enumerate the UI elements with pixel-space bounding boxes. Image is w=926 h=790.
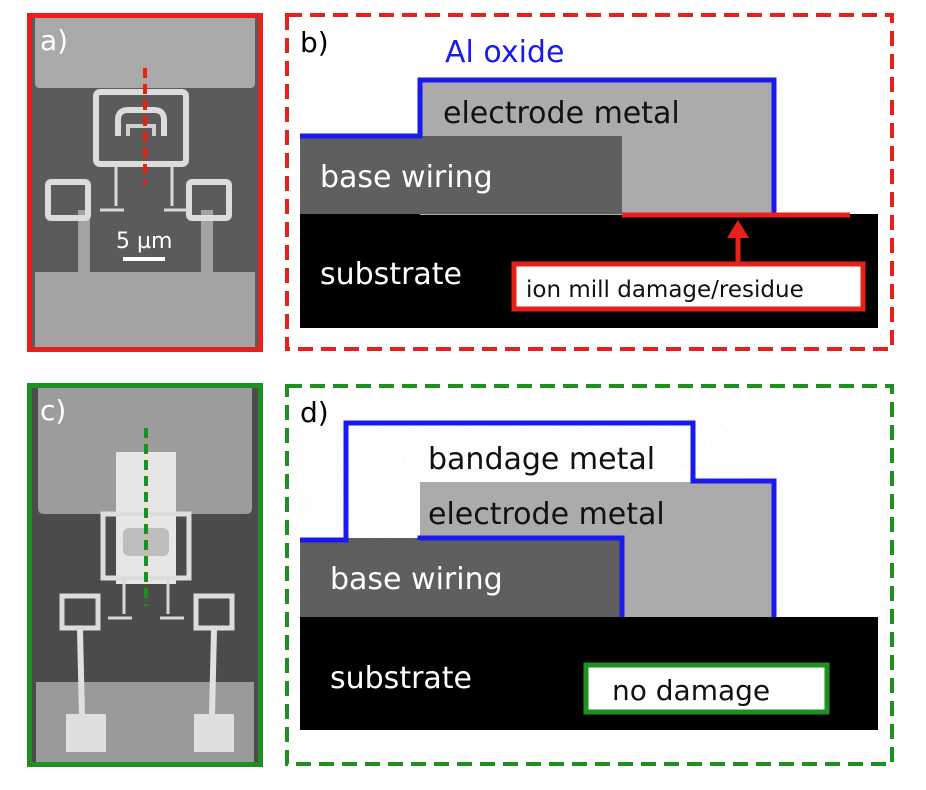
base-wiring-d [300,538,622,617]
sem-center-structure [93,89,189,167]
panel-a-border [27,13,263,352]
panel-c-border [27,383,263,767]
oxide-label-b: Al oxide [445,35,564,70]
substrate-label-d: substrate [330,661,472,696]
sem-left-square [45,179,91,221]
panel-d: bandage metal electrode metal base wirin… [285,384,894,766]
sem-left-square-c [59,593,101,631]
bandage-label-d: bandage metal [428,442,655,477]
oxide-outline-d-outer [300,420,777,617]
electrode-label-b: electrode metal [443,96,680,131]
sem-right-lead [201,210,213,272]
panel-label-a: a) [40,24,68,57]
sem-right-lead-c [209,629,217,717]
base-wiring-b [300,136,622,214]
substrate-label-b: substrate [320,257,462,292]
panel-label-b: b) [300,26,329,59]
sem-bottom-pad [35,272,255,350]
scale-bar-label: 5 µm [116,229,172,254]
damage-label-b: ion mill damage/residue [526,277,804,303]
panel-b-border [285,13,894,351]
sem-left-lead [78,210,90,272]
sem-center-inner [126,124,156,136]
no-damage-box-d [583,662,830,715]
base-label-d: base wiring [330,562,503,597]
panel-a: 5 µm a) [27,13,263,352]
electrode-label-d: electrode metal [428,497,665,532]
no-damage-label-d: no damage [612,674,770,707]
damage-arrow-head [727,220,749,238]
panel-label-d: d) [300,396,329,429]
panel-b: Al oxide electrode metal base wiring sub… [285,13,894,351]
sem-right-square-c [193,593,235,631]
panel-label-c: c) [40,394,66,427]
oxide-outline-d-inner [417,535,625,617]
panel-c: c) [27,383,263,767]
sem-left-lead-c [77,629,85,717]
sem-center-loop [115,107,167,136]
sem-top-pad [35,16,255,88]
sem-left-pad-c [66,714,106,752]
panel-d-border [285,384,894,766]
sem-right-square [186,179,232,221]
damage-box-b [511,261,866,312]
oxide-outline-b [300,77,777,215]
sem-right-pad-c [194,714,234,752]
base-label-b: base wiring [320,160,493,195]
